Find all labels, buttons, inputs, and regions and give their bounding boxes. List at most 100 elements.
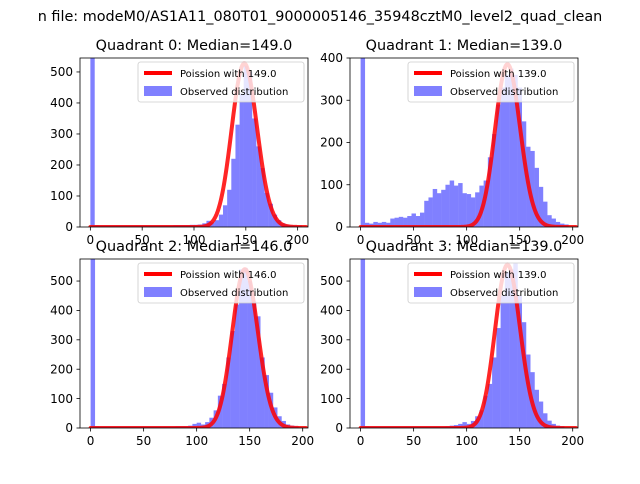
q2-hist-bar bbox=[90, 259, 96, 428]
q3-hist-bar bbox=[521, 322, 527, 428]
q0-hist-bar bbox=[247, 71, 253, 227]
q1-hist-bar bbox=[538, 186, 544, 227]
q2-y-tick-label: 300 bbox=[50, 333, 73, 347]
q0-hist-bar bbox=[214, 220, 220, 227]
q1-hist-bar bbox=[504, 74, 510, 227]
q0-hist-bar bbox=[272, 214, 278, 227]
q0-hist-bar bbox=[90, 58, 95, 227]
q2-legend-fit-label: Poission with 146.0 bbox=[180, 270, 276, 281]
q1-hist-bar bbox=[445, 184, 450, 227]
q1-hist-bar bbox=[436, 193, 442, 227]
q1-y-tick-label: 200 bbox=[320, 136, 343, 150]
q1-legend: Poission with 139.0 Observed distribution bbox=[407, 61, 575, 103]
q2-legend-hist-label: Observed distribution bbox=[180, 288, 288, 299]
q3-hist-bar bbox=[513, 263, 518, 428]
q1-hist-bar bbox=[386, 222, 391, 227]
q1-hist-bar bbox=[428, 197, 433, 227]
q3-hist-bar bbox=[492, 357, 497, 428]
q1-hist-bar bbox=[381, 221, 387, 227]
q1-hist-bar bbox=[530, 150, 535, 227]
q3-y-tick-label: 300 bbox=[320, 333, 343, 347]
q1-hist-bar bbox=[547, 215, 552, 227]
q0-x-tick-label: 200 bbox=[286, 233, 309, 247]
q3-hist-bar bbox=[538, 401, 544, 428]
q0-hist-bar bbox=[260, 168, 265, 227]
q1-plot-area bbox=[358, 58, 578, 227]
q3-y-tick-label: 200 bbox=[320, 362, 343, 376]
q1-hist-bar bbox=[487, 157, 493, 227]
q0-hist-bar bbox=[235, 124, 240, 227]
q1-hist-bar bbox=[555, 221, 561, 227]
q0-legend-hist-swatch bbox=[144, 86, 172, 96]
q0-legend-fit-label: Poission with 149.0 bbox=[180, 69, 276, 80]
q1-hist-bar bbox=[517, 87, 523, 227]
q1-hist-bar bbox=[453, 185, 459, 227]
q2-hist-bar bbox=[247, 281, 253, 428]
q2-axes-frame bbox=[79, 258, 309, 429]
q1-hist-bar bbox=[521, 121, 527, 227]
q1-x-tick-label: 50 bbox=[406, 233, 421, 247]
q1-hist-bar bbox=[470, 197, 476, 227]
q3-hist-bar bbox=[487, 383, 493, 428]
q1-hist-bar bbox=[390, 218, 395, 227]
q1-hist-bar bbox=[551, 218, 556, 227]
q3-y-tick-label: 400 bbox=[320, 304, 343, 318]
q2-hist-bar bbox=[192, 423, 197, 428]
q1-hist-bar bbox=[360, 58, 366, 227]
q1-y-tick-label: 100 bbox=[320, 178, 343, 192]
q3-hist-bar bbox=[543, 413, 548, 428]
q1-hist-bar bbox=[492, 134, 497, 227]
q0-y-tick-label: 100 bbox=[50, 189, 73, 203]
q2-y-tick-label: 100 bbox=[50, 392, 73, 406]
q0-hist-bar bbox=[239, 93, 244, 227]
q0-y-tick-label: 400 bbox=[50, 96, 73, 110]
subplot-quadrant-3: 0 50 100 150 200 0 100 200 300 400 500 Quadrant 3: … bbox=[320, 239, 584, 448]
q2-legend-hist-swatch bbox=[144, 287, 172, 297]
q2-hist-bar bbox=[264, 375, 269, 428]
q2-y-tick-label: 200 bbox=[50, 362, 73, 376]
q1-hist-bar bbox=[441, 189, 446, 227]
q1-hist-bar bbox=[432, 188, 438, 227]
q0-y-tick-label: 200 bbox=[50, 158, 73, 172]
q3-plot-area bbox=[358, 259, 578, 428]
q1-hist-bar bbox=[424, 200, 429, 227]
q2-hist-bar bbox=[256, 316, 261, 428]
q0-x-tick-label: 50 bbox=[135, 233, 150, 247]
q3-legend: Poission with 139.0 Observed distribution bbox=[407, 262, 575, 304]
q3-hist-bar bbox=[458, 423, 463, 428]
q1-y-tick-label: 0 bbox=[335, 220, 343, 234]
q1-legend-box bbox=[407, 61, 575, 103]
q1-legend-hist-swatch bbox=[414, 86, 442, 96]
q3-x-tick-label: 200 bbox=[561, 434, 584, 448]
q1-hist-bar bbox=[398, 216, 404, 227]
q3-hist-bar bbox=[479, 410, 484, 428]
q0-legend-box bbox=[137, 61, 305, 103]
q2-y-tick-label: 400 bbox=[50, 304, 73, 318]
q0-hist-bar bbox=[210, 222, 215, 227]
q2-y-tick-label: 0 bbox=[65, 421, 73, 435]
q2-hist-bar bbox=[222, 383, 227, 428]
q2-hist-bar bbox=[226, 357, 231, 428]
q3-hist-bar bbox=[496, 328, 501, 428]
q0-title: Quadrant 0: Median=149.0 bbox=[96, 38, 293, 54]
q3-hist-bar bbox=[547, 420, 552, 428]
q2-plot-area bbox=[88, 259, 308, 428]
q1-x-tick-label: 200 bbox=[561, 233, 584, 247]
q2-hist-bar bbox=[196, 422, 202, 428]
q1-hist-bar bbox=[407, 216, 412, 227]
q2-x-tick-label: 0 bbox=[87, 434, 95, 448]
q1-hist-bar bbox=[496, 104, 501, 227]
q0-hist-bar bbox=[218, 214, 224, 227]
q2-title: Quadrant 2: Median=146.0 bbox=[96, 239, 293, 255]
q1-hist-bar bbox=[500, 87, 506, 227]
subplot-quadrant-0: 0 50 100 150 200 0 100 200 300 400 500 Quadrant 0: … bbox=[50, 38, 309, 247]
q1-hist-bar bbox=[475, 192, 480, 227]
q3-hist-bar bbox=[509, 269, 514, 428]
figure-suptitle: n file: modeM0/AS1A11_080T01_9000005146_… bbox=[38, 9, 603, 25]
q2-hist-bar bbox=[230, 331, 236, 428]
q1-y-tick-label: 300 bbox=[320, 93, 343, 107]
q2-y-tick-label: 500 bbox=[50, 274, 73, 288]
q3-legend-hist-label: Observed distribution bbox=[450, 288, 558, 299]
